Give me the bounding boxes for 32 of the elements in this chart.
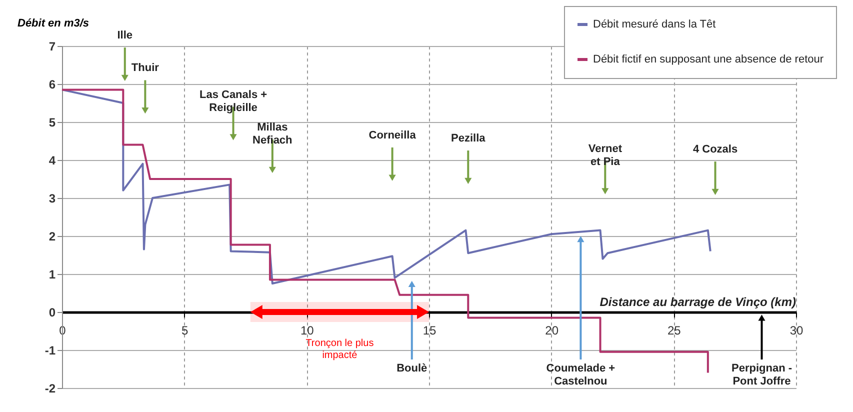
x-tick-label: 25 (667, 324, 682, 338)
y-tick-label: 0 (48, 306, 56, 320)
y-tick-label: 4 (48, 154, 56, 168)
annotation: Coumelade + Castelnou (546, 362, 616, 388)
annotation: Las Canals + Reigleille (199, 88, 268, 114)
annotation: Thuir (131, 62, 160, 74)
x-tick-label: 30 (790, 324, 804, 338)
y-axis-title: Débit en m3/s (18, 18, 90, 30)
band-label: Tronçon le plus impacté (306, 338, 374, 361)
annotation: Boulè (396, 362, 428, 374)
y-tick-label: 6 (48, 78, 56, 92)
x-axis-title: Distance au barrage de Vinço (km) (600, 295, 796, 309)
y-tick-label: 1 (48, 268, 56, 282)
annotation: Millas Nefiach (252, 121, 293, 146)
y-tick-label: 7 (48, 40, 56, 54)
annotation: Pezilla (451, 132, 486, 144)
x-tick-label: 20 (545, 324, 559, 338)
y-tick-label: -1 (44, 344, 56, 358)
annotation: Corneilla (368, 129, 417, 142)
annotation: 4 Cozals (692, 144, 738, 156)
annotation: Ille (117, 30, 133, 42)
x-tick-label: 15 (422, 324, 436, 338)
y-tick-label: -2 (44, 382, 56, 396)
legend-label: Débit mesuré dans la Têt (593, 18, 716, 30)
y-tick-label: 5 (48, 116, 56, 130)
legend-label: Débit fictif en supposant une absence de retour (593, 54, 824, 66)
annotation: Perpignan - Pont Joffre (731, 362, 792, 388)
y-tick-label: 3 (48, 192, 56, 206)
annotation: Vernet et Pia (588, 142, 622, 168)
x-tick-label: 5 (181, 324, 188, 338)
y-tick-label: 2 (48, 230, 56, 244)
x-tick-label: 10 (300, 324, 314, 338)
